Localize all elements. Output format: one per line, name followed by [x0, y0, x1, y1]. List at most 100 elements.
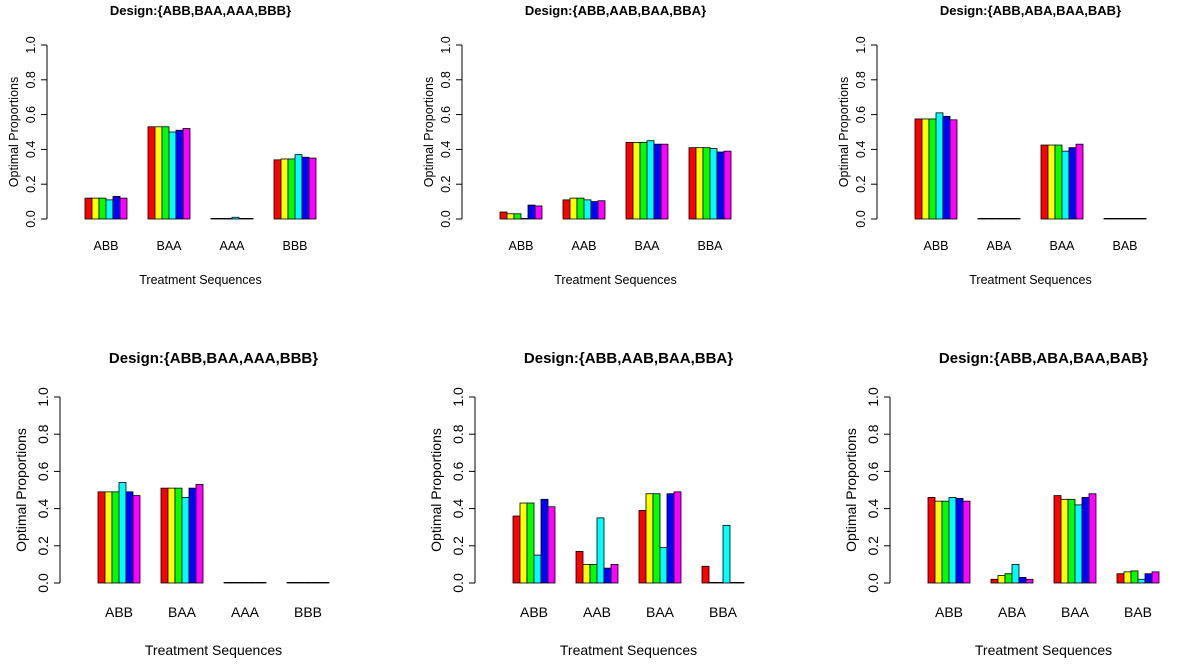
bar — [223, 582, 232, 584]
bar — [244, 582, 253, 584]
bar — [1116, 573, 1125, 584]
bar — [314, 582, 323, 584]
y-tick-label: 1.0 — [450, 387, 466, 407]
bar — [736, 582, 745, 584]
bar — [286, 582, 295, 584]
bar — [210, 217, 219, 220]
chart-title: Design:{ABB,ABA,BAA,BAB} — [940, 3, 1121, 18]
y-axis-label: Optimal Proportions — [837, 77, 851, 187]
bar — [1040, 144, 1049, 220]
bar — [245, 217, 254, 220]
bar — [942, 115, 951, 220]
bar — [251, 582, 260, 584]
bar — [1004, 573, 1013, 584]
x-axis-label: Treatment Sequences — [975, 642, 1112, 658]
bar — [160, 487, 169, 584]
bar — [1138, 217, 1147, 220]
y-tick-label: 1.0 — [35, 387, 51, 407]
bar — [168, 131, 177, 220]
bar — [513, 213, 522, 220]
x-category-label: ABB — [935, 604, 963, 620]
bar — [582, 564, 591, 584]
bar — [182, 128, 191, 220]
bar — [231, 216, 240, 220]
bar — [506, 213, 515, 220]
y-tick-label: 0.2 — [35, 536, 51, 556]
y-tick-label: 1.0 — [24, 36, 38, 53]
bar — [646, 140, 655, 220]
y-tick-label: 0.4 — [35, 499, 51, 519]
bar — [1005, 217, 1014, 220]
x-category-label: ABB — [520, 604, 548, 620]
x-category-label: BAA — [168, 604, 197, 620]
bar — [1075, 143, 1084, 220]
bar — [97, 491, 106, 584]
bar — [660, 143, 669, 220]
y-tick-label: 0.2 — [439, 175, 453, 192]
x-category-label: AAA — [231, 604, 260, 620]
bar — [111, 491, 120, 584]
bar — [716, 151, 725, 220]
y-tick-label: 0.0 — [854, 210, 868, 227]
chart-panel-4: Design:{ABB,BAA,AAA,BBB} 0.0 0.2 0.4 0.6 0.8 1… — [13, 350, 330, 658]
y-tick-label: 0.4 — [439, 141, 453, 158]
bar — [300, 582, 309, 584]
x-category-label: ABB — [93, 239, 118, 253]
bar — [723, 150, 732, 220]
y-tick-label: 0.8 — [35, 424, 51, 444]
x-category-label: BAA — [634, 239, 660, 253]
x-axis-label: Treatment Sequences — [560, 642, 697, 658]
y-tick-label: 0.8 — [865, 424, 881, 444]
x-category-label: BAA — [1049, 239, 1075, 253]
bar — [132, 495, 141, 584]
chart-title: Design:{ABB,BAA,AAA,BBB} — [109, 350, 318, 367]
bar — [321, 582, 330, 584]
y-tick-label: 0.2 — [24, 175, 38, 192]
bar — [597, 200, 606, 220]
y-tick-label: 0.2 — [865, 536, 881, 556]
x-axis-label: Treatment Sequences — [969, 273, 1092, 287]
x-axis-label: Treatment Sequences — [554, 273, 677, 287]
y-tick-label: 0.6 — [35, 461, 51, 481]
bar — [603, 567, 612, 584]
y-tick-label: 0.4 — [865, 499, 881, 519]
bar — [84, 197, 93, 220]
bar — [928, 118, 937, 220]
bar — [112, 195, 121, 220]
x-category-label: BBA — [709, 604, 738, 620]
bar — [104, 491, 113, 584]
bar — [526, 502, 535, 584]
bar — [237, 582, 246, 584]
bar — [519, 502, 528, 584]
x-category-label: BAA — [646, 604, 675, 620]
bar — [984, 217, 993, 220]
bar — [991, 217, 1000, 220]
chart-panel-6: Design:{ABB,ABA,BAA,BAB} 0.0 0.2 0.4 0.6 0.8 1… — [843, 350, 1160, 658]
bar — [659, 547, 668, 584]
bar — [258, 582, 267, 584]
bar — [1131, 217, 1140, 220]
x-category-label: BBA — [697, 239, 723, 253]
bar — [527, 204, 536, 220]
y-tick-label: 1.0 — [439, 36, 453, 53]
bar — [1123, 571, 1132, 584]
x-category-label: ABA — [986, 239, 1012, 253]
bar — [596, 517, 605, 584]
bar — [949, 119, 958, 220]
chart-panel-5: Design:{ABB,AAB,BAA,BBA} 0.0 0.2 0.4 0.6 0.8 1… — [428, 350, 745, 658]
bar — [715, 582, 724, 584]
x-category-label: ABB — [105, 604, 133, 620]
bar — [1025, 578, 1034, 584]
bar — [547, 506, 556, 584]
chart-panel-1: Design:{ABB,BAA,AAA,BBB} 0.0 0.2 0.4 0.6 0.8 1… — [7, 3, 317, 287]
y-tick-label: 0.4 — [854, 141, 868, 158]
bar — [927, 497, 936, 584]
y-axis-label: Optimal Proportions — [428, 428, 444, 552]
bar — [722, 524, 731, 584]
bar — [709, 148, 718, 220]
x-category-label: BBB — [294, 604, 322, 620]
bar — [590, 201, 599, 220]
y-tick-label: 0.0 — [865, 573, 881, 593]
bar — [569, 197, 578, 220]
